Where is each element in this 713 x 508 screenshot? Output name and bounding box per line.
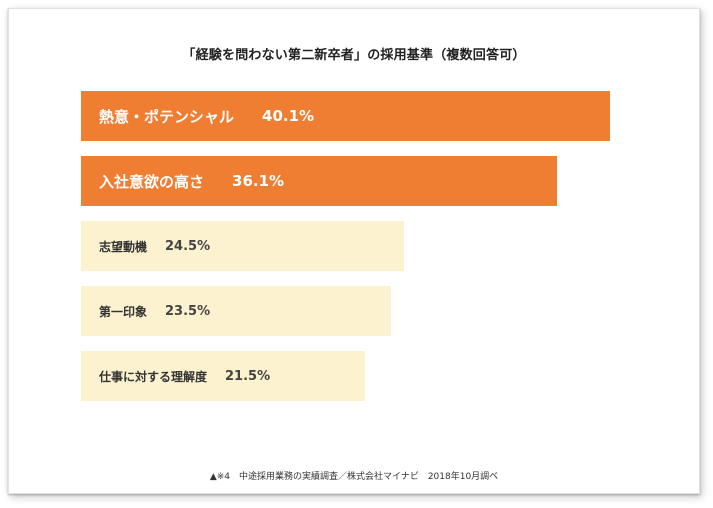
bar-4: 第一印象 23.5% — [81, 286, 391, 336]
bar-value-label: 36.1% — [232, 172, 285, 190]
bar-5: 仕事に対する理解度 21.5% — [81, 351, 365, 401]
bar-label: 入社意欲の高さ — [99, 172, 205, 191]
bar-1: 熱意・ポテンシャル 40.1% — [81, 91, 610, 141]
chart-title: 「経験を問わない第二新卒者」の採用基準（複数回答可） — [182, 48, 526, 63]
bar-label: 第一印象 — [99, 304, 148, 319]
bar-value-label: 23.5% — [165, 303, 211, 319]
bar-value-label: 24.5% — [165, 238, 211, 254]
source-note: ▲※4 中途採用業務の実績調査／株式会社マイナビ 2018年10月調べ — [9, 469, 699, 482]
bar-value-label: 21.5% — [225, 368, 271, 384]
source-text: ※4 中途採用業務の実績調査／株式会社マイナビ 2018年10月調べ — [216, 472, 499, 482]
bar-value-label: 40.1% — [262, 107, 315, 125]
triangle-icon: ▲ — [209, 472, 217, 482]
bar-label: 志望動機 — [99, 239, 148, 254]
bar-label: 熱意・ポテンシャル — [99, 107, 235, 126]
chart-card: 「経験を問わない第二新卒者」の採用基準（複数回答可） 熱意・ポテンシャル 40.1… — [8, 8, 700, 494]
bar-3: 志望動機 24.5% — [81, 221, 404, 271]
bar-2: 入社意欲の高さ 36.1% — [81, 156, 557, 206]
bar-label: 仕事に対する理解度 — [99, 369, 208, 384]
